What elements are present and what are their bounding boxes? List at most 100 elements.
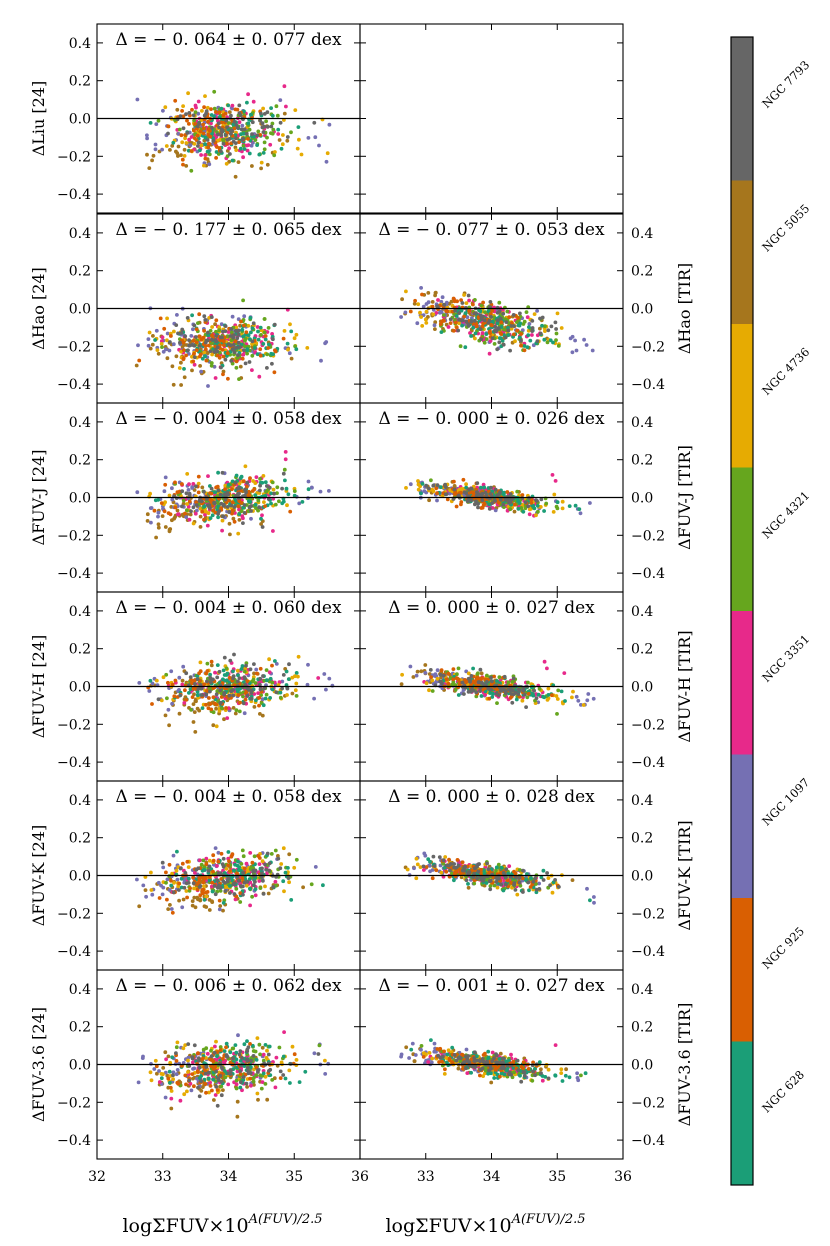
data-point <box>441 673 446 678</box>
data-point <box>162 326 167 331</box>
data-point <box>260 871 264 876</box>
data-point <box>458 344 463 349</box>
data-point <box>520 328 525 333</box>
data-point <box>416 487 421 492</box>
data-point <box>451 667 456 671</box>
data-point <box>488 300 493 304</box>
data-point <box>475 675 480 680</box>
data-point <box>292 489 297 493</box>
data-point <box>210 125 214 130</box>
data-point <box>327 122 332 127</box>
data-point <box>470 687 474 691</box>
data-point <box>464 301 469 305</box>
y-tick-label: 0.0 <box>631 491 653 507</box>
data-point <box>177 881 182 886</box>
data-point <box>227 146 232 151</box>
data-point <box>256 329 260 334</box>
data-point <box>219 120 224 125</box>
data-point <box>242 147 247 151</box>
data-point <box>206 119 210 124</box>
data-point <box>209 315 214 319</box>
data-point <box>247 505 252 510</box>
data-point <box>150 342 155 347</box>
data-point <box>270 121 275 126</box>
data-point <box>221 879 226 884</box>
data-point <box>235 668 240 673</box>
data-point <box>250 132 254 137</box>
data-point <box>168 340 172 344</box>
data-point <box>193 682 197 686</box>
data-point <box>233 339 238 344</box>
data-point <box>219 149 223 154</box>
data-point <box>281 499 286 504</box>
data-point <box>242 669 247 674</box>
data-point <box>261 130 266 135</box>
data-point <box>573 338 577 343</box>
data-point <box>229 359 234 363</box>
data-point <box>199 686 204 691</box>
data-point <box>202 682 207 687</box>
data-point <box>210 337 214 342</box>
data-point <box>200 485 205 490</box>
data-point <box>223 497 228 502</box>
data-point <box>249 696 254 701</box>
data-point <box>196 881 201 885</box>
data-point <box>248 880 253 885</box>
data-point <box>213 376 218 380</box>
data-point <box>242 127 247 132</box>
data-point <box>220 528 225 533</box>
data-point <box>490 319 495 324</box>
data-point <box>435 498 439 503</box>
data-point <box>197 121 202 126</box>
data-point <box>244 883 249 888</box>
data-point <box>174 323 179 327</box>
data-point <box>578 511 583 516</box>
data-point <box>200 509 205 514</box>
data-point <box>219 700 223 705</box>
data-point <box>239 862 244 866</box>
data-point <box>160 147 165 152</box>
data-point <box>418 310 422 315</box>
data-point <box>517 501 522 505</box>
data-point <box>260 713 265 718</box>
scatter-points <box>399 286 595 356</box>
data-point <box>214 692 219 697</box>
data-point <box>186 348 190 353</box>
data-point <box>268 142 273 147</box>
data-point <box>457 318 462 322</box>
data-point <box>220 335 224 340</box>
data-point <box>423 317 428 322</box>
data-point <box>239 474 244 479</box>
delta-annotation: Δ = − 0. 064 ± 0. 077 dex <box>115 30 342 50</box>
data-point <box>264 119 268 124</box>
data-point <box>447 491 452 496</box>
data-point <box>247 489 251 494</box>
data-point <box>452 328 456 333</box>
data-point <box>203 142 208 147</box>
data-point <box>215 353 220 358</box>
y-tick-label: −0.2 <box>57 149 91 165</box>
data-point <box>592 895 596 899</box>
data-point <box>161 108 165 113</box>
data-point <box>190 313 195 318</box>
y-tick-label: 0.4 <box>69 793 91 809</box>
data-point <box>511 676 516 681</box>
data-point <box>176 144 181 149</box>
data-point <box>169 878 173 883</box>
data-point <box>279 146 284 151</box>
data-point <box>294 681 299 686</box>
data-point <box>219 106 224 111</box>
data-point <box>197 344 202 348</box>
data-point <box>556 688 561 693</box>
data-point <box>233 480 238 485</box>
data-point <box>202 314 207 319</box>
data-point <box>270 663 274 668</box>
data-point <box>238 345 243 349</box>
data-point <box>197 312 202 317</box>
data-point <box>179 153 183 158</box>
data-point <box>443 855 448 859</box>
data-point <box>455 672 459 677</box>
data-point <box>232 126 237 131</box>
data-point <box>548 338 553 343</box>
data-point <box>207 162 212 167</box>
